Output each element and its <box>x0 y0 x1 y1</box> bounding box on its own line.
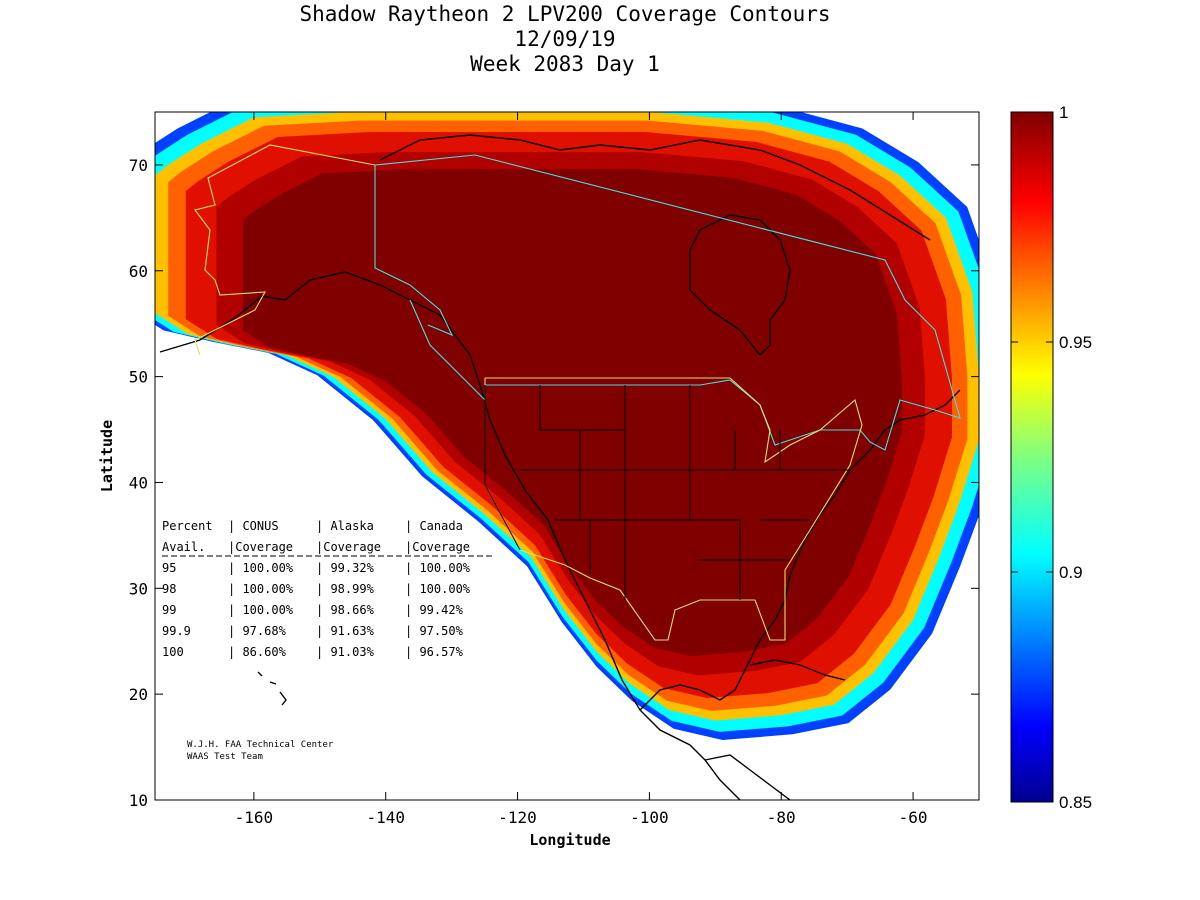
table-header-cell: | CONUS <box>228 519 279 533</box>
table-header-cell: |Coverage <box>405 540 470 554</box>
table-cell: | 100.00% <box>228 603 294 617</box>
table-cell: 95 <box>162 561 176 575</box>
table-cell: 99.9 <box>162 624 191 638</box>
credit-line-1: W.J.H. FAA Technical Center <box>187 740 334 750</box>
y-tick-label: 50 <box>129 368 148 387</box>
table-cell: | 100.00% <box>228 561 294 575</box>
colorbar <box>1010 111 1054 803</box>
table-cell: | 99.42% <box>405 603 464 617</box>
region-boundaries <box>194 144 961 641</box>
table-cell: 98 <box>162 582 176 596</box>
state-borders <box>484 385 850 600</box>
table-cell: | 98.99% <box>316 582 375 596</box>
y-tick-label: 10 <box>129 791 148 810</box>
y-axis-ticks: 10 20 30 40 50 60 70 <box>129 156 979 810</box>
colorbar-tick-label: 0.9 <box>1059 563 1083 582</box>
x-tick-label: -80 <box>767 808 796 827</box>
plot-frame <box>154 111 980 801</box>
chart-week-day: Week 2083 Day 1 <box>470 52 660 76</box>
x-axis-label: Longitude <box>529 831 610 849</box>
coverage-contours <box>155 112 979 740</box>
contour-core <box>242 169 903 657</box>
coast-north-america-west <box>159 271 741 800</box>
y-tick-label: 20 <box>129 685 148 704</box>
x-tick-label: -60 <box>899 808 928 827</box>
table-header-cell: | Alaska <box>316 519 374 533</box>
table-cell: 99 <box>162 603 176 617</box>
credit-line-2: WAAS Test Team <box>187 752 263 762</box>
coast-central-america <box>704 754 791 800</box>
y-tick-label: 30 <box>129 579 148 598</box>
y-axis-label: Latitude <box>98 420 116 492</box>
chart-date: 12/09/19 <box>514 27 616 51</box>
y-tick-label: 40 <box>129 473 148 492</box>
table-cell: | 86.60% <box>228 645 287 659</box>
table-cell: | 100.00% <box>228 582 294 596</box>
state-grid <box>484 385 850 600</box>
coast-caribbean <box>749 659 846 681</box>
colorbar-ticks: 0.85 0.9 0.95 1 <box>1011 103 1092 812</box>
coastlines <box>159 134 961 800</box>
colorbar-tick-label: 0.95 <box>1059 333 1092 352</box>
coast-arctic <box>379 134 931 241</box>
table-cell: | 91.63% <box>316 624 375 638</box>
x-tick-label: -160 <box>235 808 274 827</box>
table-cell: | 100.00% <box>405 561 471 575</box>
x-axis-ticks: -160 -140 -120 -100 -80 -60 <box>235 112 928 827</box>
table-cell: | 100.00% <box>405 582 471 596</box>
y-tick-label: 70 <box>129 156 148 175</box>
coast-hudson-bay <box>689 214 791 357</box>
y-tick-label: 60 <box>129 262 148 281</box>
coast-hawaii <box>257 671 287 706</box>
alaska-boundary <box>194 144 376 356</box>
coast-north-america-east <box>639 389 961 711</box>
table-header-cell: | Canada <box>405 519 463 533</box>
table-cell: 100 <box>162 645 184 659</box>
colorbar-tick-label: 0.85 <box>1059 793 1092 812</box>
table-cell: | 91.03% <box>316 645 375 659</box>
alaska-canada-border <box>374 165 454 337</box>
table-cell: | 97.68% <box>228 624 287 638</box>
colorbar-tick-label: 1 <box>1059 103 1068 122</box>
chart-title: Shadow Raytheon 2 LPV200 Coverage Contou… <box>299 2 831 26</box>
table-header-cell: Percent <box>162 519 213 533</box>
table-cell: | 98.66% <box>316 603 375 617</box>
plot-area <box>155 112 979 800</box>
table-header-cell: |Coverage <box>228 540 293 554</box>
table-cell: | 96.57% <box>405 645 464 659</box>
coverage-table: Percent | CONUS | Alaska | Canada Avail. |Co… <box>162 519 495 659</box>
table-cell: | 97.50% <box>405 624 464 638</box>
conus-boundary <box>484 377 863 641</box>
x-tick-label: -100 <box>630 808 669 827</box>
table-header-cell: |Coverage <box>316 540 381 554</box>
x-tick-label: -140 <box>366 808 405 827</box>
x-tick-label: -120 <box>498 808 537 827</box>
table-cell: | 99.32% <box>316 561 375 575</box>
table-header-cell: Avail. <box>162 540 205 554</box>
